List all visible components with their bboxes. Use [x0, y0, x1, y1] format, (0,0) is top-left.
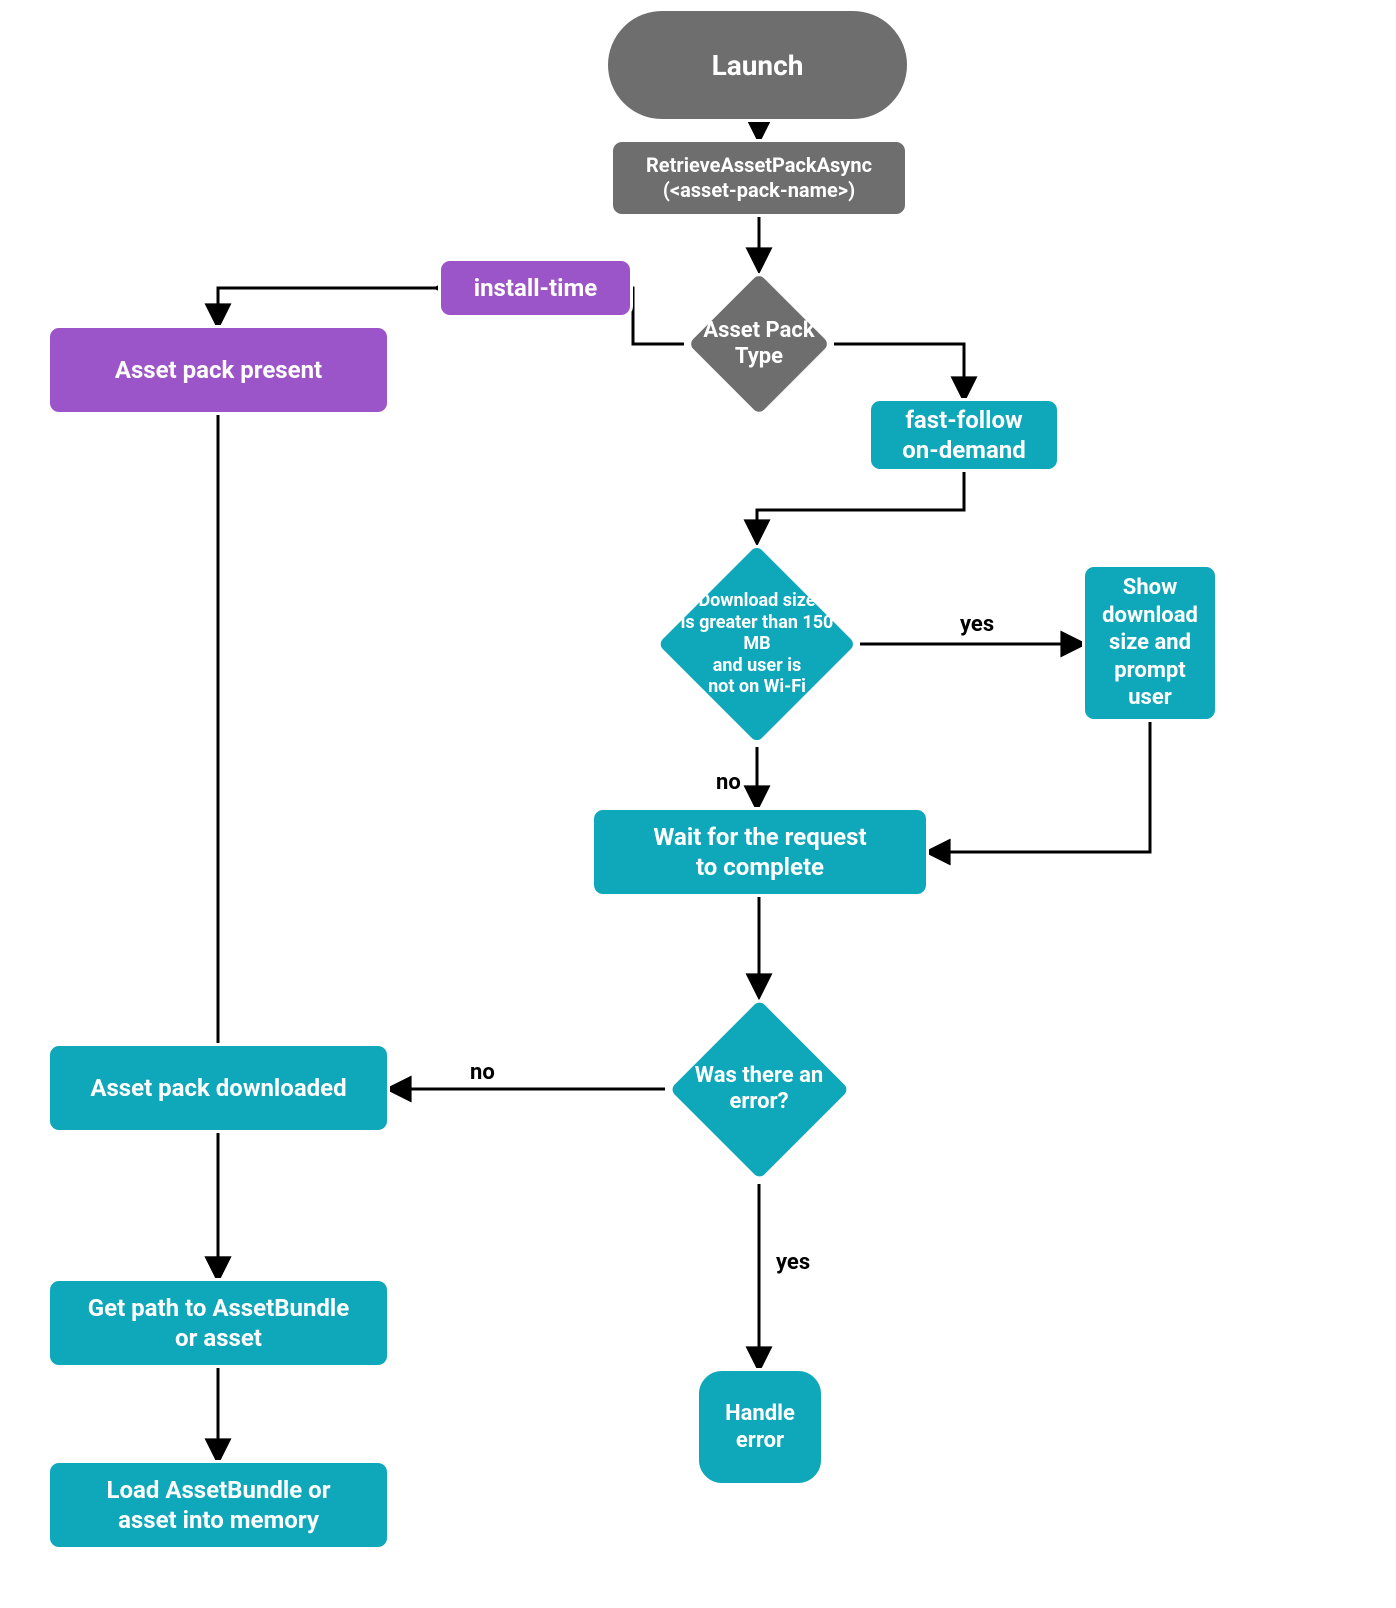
node-launch: Launch [605, 8, 910, 122]
edge-label-waserror-no: no [470, 1060, 495, 1085]
node-dl_size-label: Download sizeis greater than 150 MBand u… [654, 541, 860, 747]
node-present: Asset pack present [47, 325, 390, 415]
node-wait: Wait for the requestto complete [591, 807, 929, 897]
edge-showprompt-to-wait [929, 722, 1150, 852]
edge-installtime-to-present [218, 288, 438, 325]
node-dl_size: Download sizeis greater than 150 MBand u… [654, 541, 860, 747]
node-load: Load AssetBundle orasset into memory [47, 1460, 390, 1550]
node-pack_type: Asset PackType [684, 269, 834, 419]
edge-label-dlsize-no: no [716, 770, 741, 795]
node-get_path: Get path to AssetBundleor asset [47, 1278, 390, 1368]
node-show_prompt: Showdownloadsize andpromptuser [1082, 564, 1218, 722]
flowchart-stage: Launch RetrieveAssetPackAsync(<asset-pack… [0, 0, 1396, 1608]
node-retrieve: RetrieveAssetPackAsync(<asset-pack-name>… [610, 139, 908, 217]
node-install_time: install-time [438, 258, 633, 318]
edge-fastfollow-to-dlsize [757, 472, 964, 541]
edge-label-dlsize-yes: yes [960, 612, 994, 637]
node-handle_error: Handleerror [696, 1368, 824, 1486]
node-fast_follow: fast-followon-demand [868, 398, 1060, 472]
node-was_error-label: Was there anerror? [665, 995, 853, 1183]
node-was_error: Was there anerror? [665, 995, 853, 1183]
edge-packtype-to-fastfollow [834, 344, 964, 398]
node-downloaded: Asset pack downloaded [47, 1043, 390, 1133]
edge-label-waserror-yes: yes [776, 1250, 810, 1275]
node-pack_type-label: Asset PackType [684, 269, 834, 419]
